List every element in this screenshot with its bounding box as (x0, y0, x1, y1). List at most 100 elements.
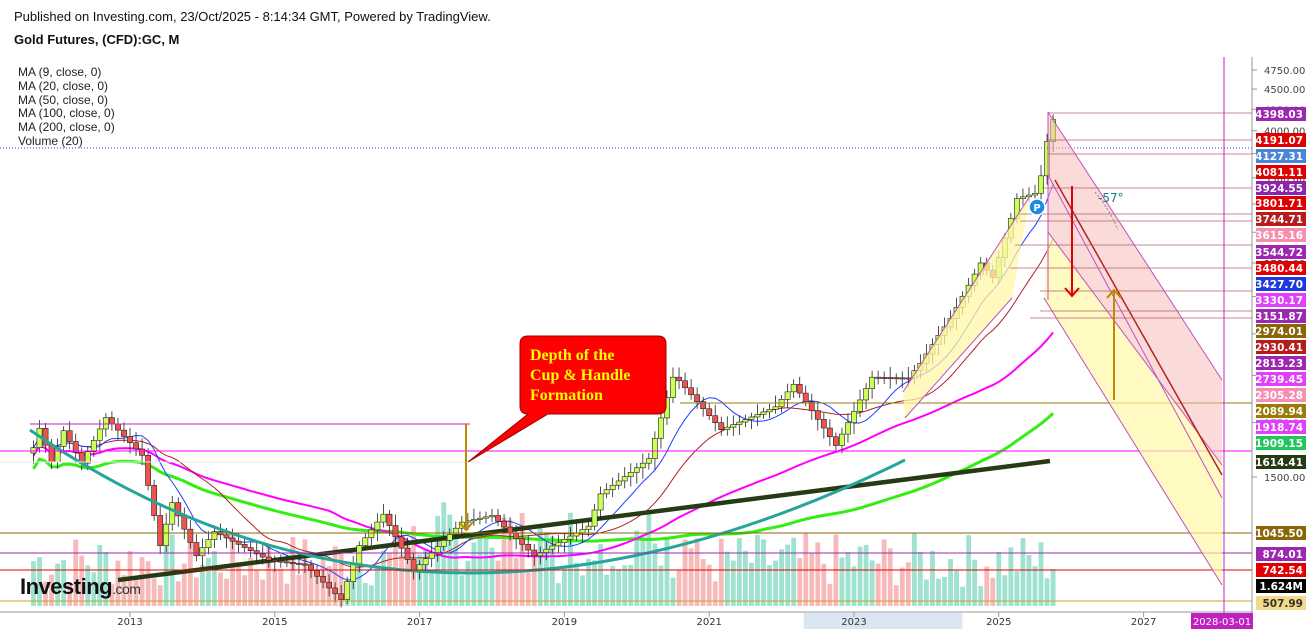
candle-body[interactable] (1026, 194, 1032, 198)
candle-body[interactable] (633, 467, 640, 473)
candle-body[interactable] (175, 502, 182, 517)
candle-body[interactable] (410, 559, 417, 572)
candle-body[interactable] (332, 587, 339, 595)
candle-body[interactable] (615, 480, 622, 486)
candle-body[interactable] (724, 426, 731, 431)
candle-body[interactable] (452, 527, 459, 535)
candle-body[interactable] (887, 377, 894, 379)
candle-body[interactable] (706, 408, 713, 417)
candle-body[interactable] (609, 484, 616, 490)
candle-body[interactable] (826, 427, 833, 438)
candle-body[interactable] (694, 394, 701, 403)
candle-body[interactable] (241, 544, 248, 548)
candle-body[interactable] (380, 513, 387, 523)
candle-body[interactable] (772, 406, 779, 410)
candle-body[interactable] (651, 437, 658, 459)
candle-body[interactable] (645, 458, 652, 464)
candle-body[interactable] (133, 442, 139, 450)
candle-body[interactable] (658, 417, 664, 439)
candle-body[interactable] (790, 384, 797, 393)
candle-body[interactable] (145, 455, 151, 486)
candle-body[interactable] (597, 493, 604, 511)
candle-body[interactable] (102, 417, 109, 430)
candle-body[interactable] (905, 377, 912, 380)
candle-body[interactable] (302, 563, 308, 566)
candle-body[interactable] (127, 436, 133, 444)
candle-body[interactable] (199, 547, 206, 557)
candle-body[interactable] (187, 528, 194, 543)
candle-body[interactable] (109, 417, 115, 425)
candle-body[interactable] (851, 411, 857, 424)
candle-body[interactable] (90, 440, 97, 453)
candle-body[interactable] (495, 515, 501, 522)
candle-body[interactable] (434, 546, 441, 553)
candle-body[interactable] (802, 392, 809, 403)
candle-body[interactable] (1032, 192, 1038, 196)
candle-body[interactable] (229, 537, 236, 542)
candle-body[interactable] (96, 428, 103, 441)
candle-body[interactable] (265, 556, 272, 561)
candle-body[interactable] (742, 419, 749, 423)
candle-body[interactable] (338, 593, 345, 600)
candle-body[interactable] (386, 513, 393, 526)
candle-body[interactable] (157, 515, 164, 546)
candle-body[interactable] (519, 538, 526, 545)
candle-body[interactable] (682, 380, 688, 389)
candle-body[interactable] (525, 543, 532, 551)
candle-body[interactable] (181, 515, 188, 530)
candle-body[interactable] (718, 422, 725, 431)
candle-body[interactable] (537, 552, 544, 557)
candle-body[interactable] (567, 535, 574, 540)
candle-body[interactable] (676, 376, 682, 382)
candle-body[interactable] (899, 377, 906, 380)
candle-body[interactable] (259, 553, 266, 558)
candle-body[interactable] (398, 536, 405, 549)
candle-body[interactable] (308, 564, 314, 571)
candle-body[interactable] (235, 540, 242, 545)
candle-body[interactable] (296, 562, 302, 565)
candle-body[interactable] (121, 429, 127, 437)
candle-body[interactable] (483, 516, 489, 519)
candle-body[interactable] (639, 462, 646, 469)
pin-icon[interactable] (1028, 198, 1046, 216)
candle-body[interactable] (1020, 196, 1026, 199)
candle-body[interactable] (688, 387, 694, 396)
candle-body[interactable] (356, 545, 363, 564)
candle-body[interactable] (621, 476, 628, 482)
candle-body[interactable] (446, 534, 453, 541)
candle-body[interactable] (561, 539, 568, 543)
candle-body[interactable] (796, 384, 803, 394)
candle-body[interactable] (205, 539, 212, 549)
candle-body[interactable] (84, 451, 91, 464)
candle-body[interactable] (875, 376, 882, 379)
candle-body[interactable] (603, 489, 610, 495)
candle-body[interactable] (869, 376, 875, 389)
candle-body[interactable] (422, 558, 429, 566)
candle-body[interactable] (700, 401, 707, 410)
candle-body[interactable] (845, 422, 851, 435)
candle-body[interactable] (881, 377, 888, 379)
candle-body[interactable] (627, 472, 634, 477)
candle-body[interactable] (247, 547, 254, 551)
candle-body[interactable] (404, 547, 411, 560)
candle-body[interactable] (440, 540, 447, 547)
candle-body[interactable] (60, 430, 67, 447)
candle-body[interactable] (48, 444, 55, 463)
candle-body[interactable] (115, 423, 121, 431)
candle-body[interactable] (863, 388, 869, 401)
candle-body[interactable] (712, 415, 719, 424)
candle-body[interactable] (277, 560, 284, 563)
candle-body[interactable] (253, 550, 260, 555)
candle-body[interactable] (513, 532, 520, 539)
candle-body[interactable] (832, 436, 839, 446)
candle-body[interactable] (839, 433, 845, 446)
candle-body[interactable] (163, 523, 170, 546)
candle-body[interactable] (748, 416, 755, 420)
candle-body[interactable] (736, 421, 743, 425)
candle-body[interactable] (326, 581, 332, 589)
candle-body[interactable] (66, 430, 73, 442)
candle-body[interactable] (591, 509, 598, 527)
candle-body[interactable] (549, 545, 556, 550)
candle-body[interactable] (893, 377, 900, 380)
